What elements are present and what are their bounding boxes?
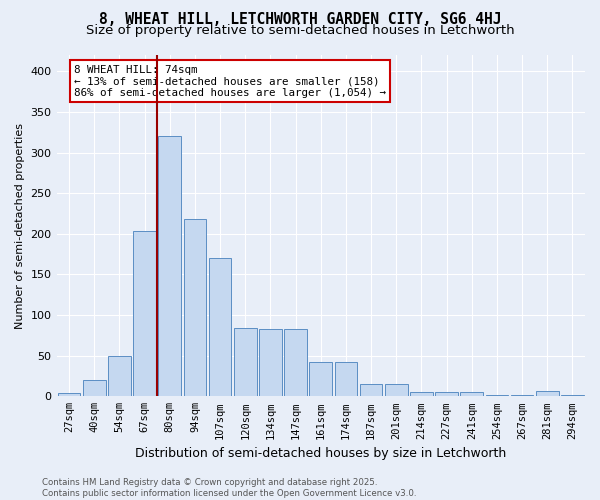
Bar [536, 392, 559, 396]
Bar [561, 394, 584, 396]
Bar [158, 136, 181, 396]
Bar [335, 362, 357, 396]
Bar [209, 258, 232, 396]
Bar [385, 384, 407, 396]
Bar [310, 362, 332, 396]
Bar [133, 232, 156, 396]
Y-axis label: Number of semi-detached properties: Number of semi-detached properties [15, 122, 25, 328]
Bar [108, 356, 131, 397]
Text: Size of property relative to semi-detached houses in Letchworth: Size of property relative to semi-detach… [86, 24, 514, 37]
Bar [435, 392, 458, 396]
Bar [460, 392, 483, 396]
Bar [259, 329, 282, 396]
Bar [184, 219, 206, 396]
Text: Contains HM Land Registry data © Crown copyright and database right 2025.
Contai: Contains HM Land Registry data © Crown c… [42, 478, 416, 498]
Bar [234, 328, 257, 396]
Bar [284, 329, 307, 396]
Text: 8 WHEAT HILL: 74sqm
← 13% of semi-detached houses are smaller (158)
86% of semi-: 8 WHEAT HILL: 74sqm ← 13% of semi-detach… [74, 65, 386, 98]
Bar [410, 392, 433, 396]
Bar [360, 384, 382, 396]
Bar [58, 393, 80, 396]
Text: 8, WHEAT HILL, LETCHWORTH GARDEN CITY, SG6 4HJ: 8, WHEAT HILL, LETCHWORTH GARDEN CITY, S… [99, 12, 501, 28]
Bar [83, 380, 106, 396]
X-axis label: Distribution of semi-detached houses by size in Letchworth: Distribution of semi-detached houses by … [135, 447, 506, 460]
